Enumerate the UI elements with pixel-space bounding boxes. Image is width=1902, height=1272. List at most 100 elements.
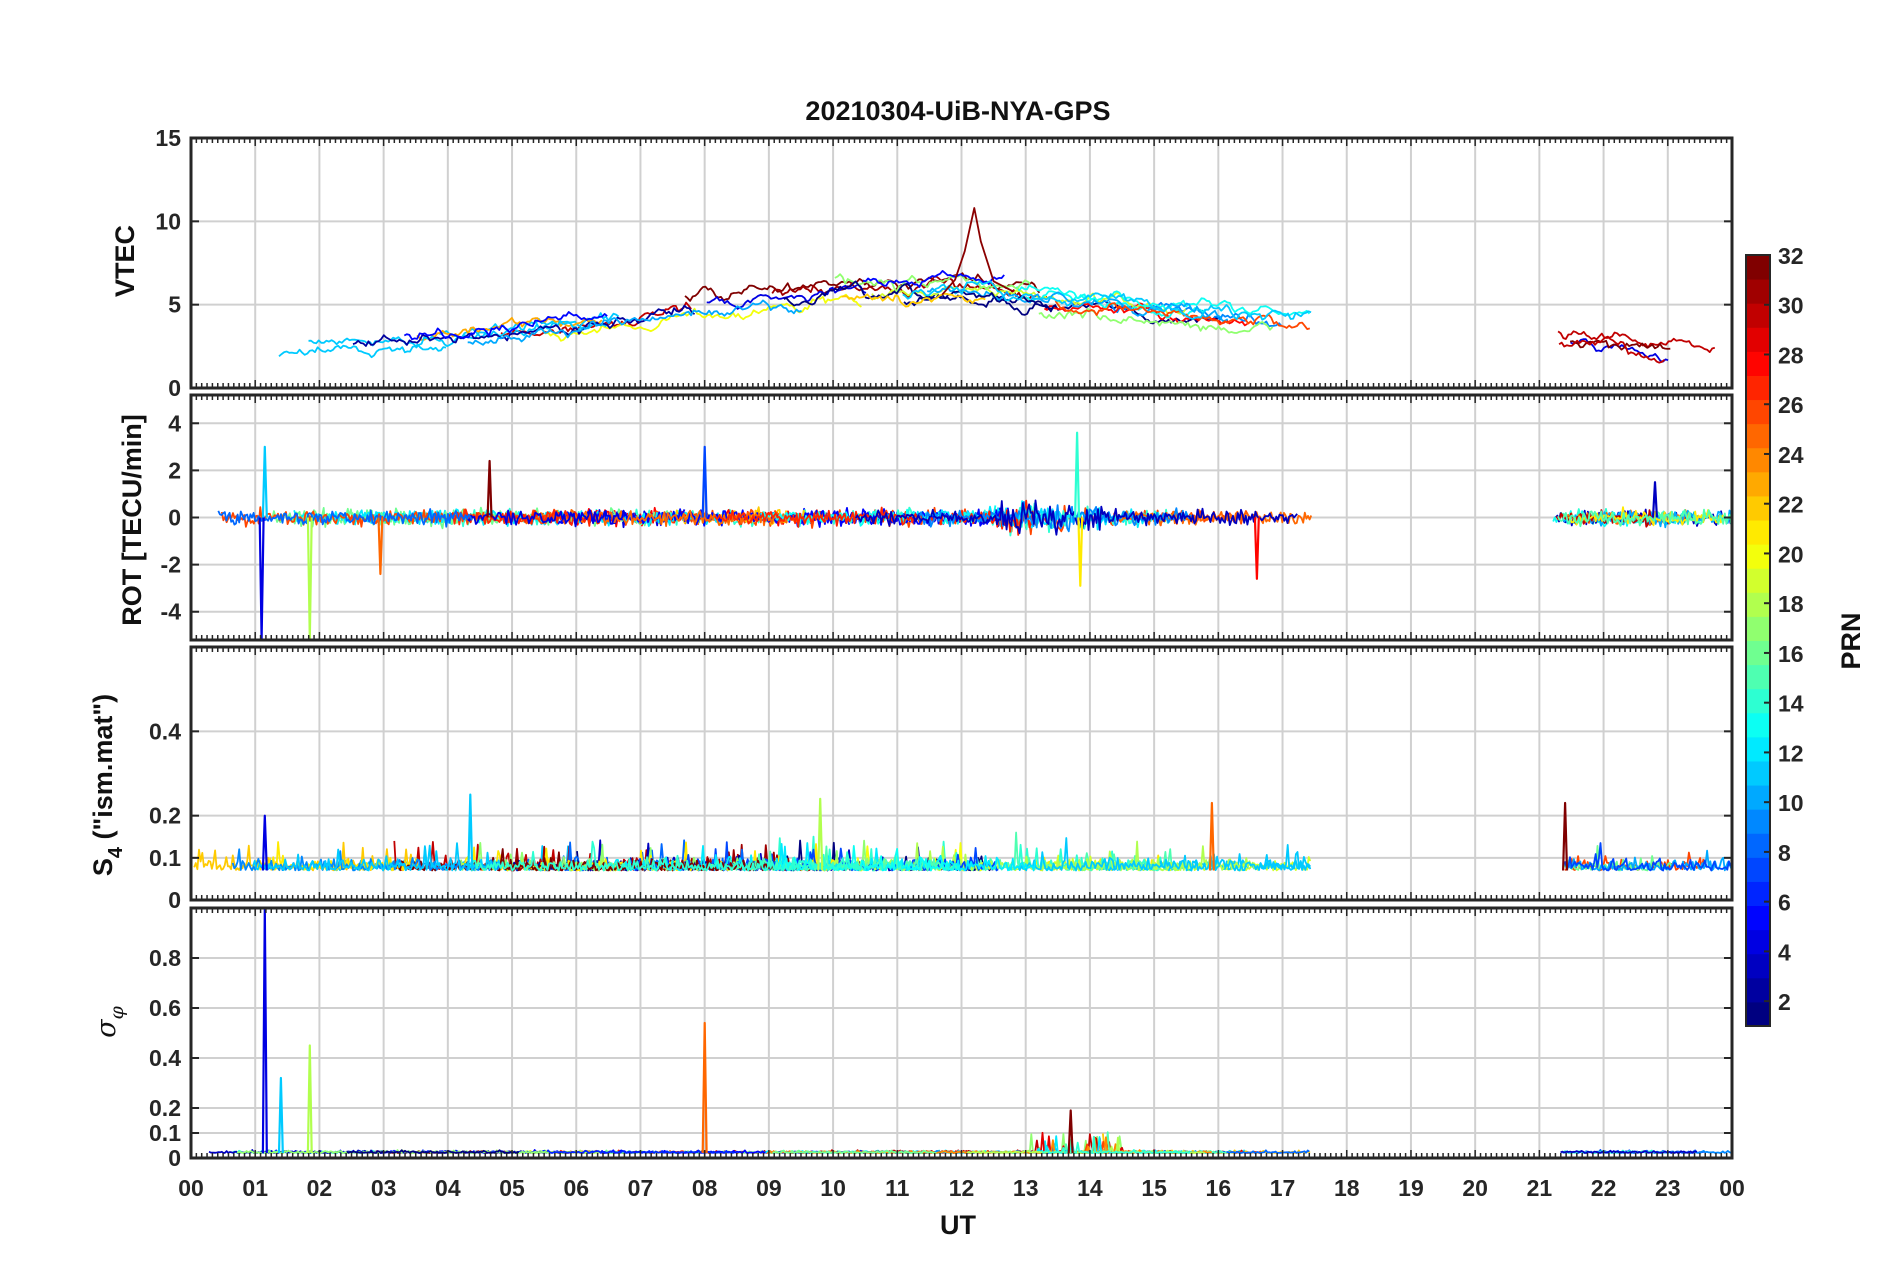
- series-line-prn-17: [834, 273, 1031, 293]
- series-line-prn-1: [783, 280, 1057, 313]
- colorbar-tick-label: 24: [1778, 442, 1804, 468]
- series-spike: [1651, 481, 1658, 518]
- chart-title: 20210304-UiB-NYA-GPS: [805, 96, 1110, 126]
- colorbar-tick-label: 20: [1778, 541, 1804, 567]
- colorbar-tick-label: 22: [1778, 492, 1804, 518]
- series-line-prn-11: [278, 343, 447, 359]
- colorbar-tick-label: 8: [1778, 840, 1791, 866]
- colorbar-tick-label: 28: [1778, 342, 1804, 368]
- colorbar-swatch: [1746, 785, 1770, 810]
- y-tick-label: 0: [168, 505, 181, 531]
- colorbar-tick-label: 6: [1778, 890, 1791, 916]
- colorbar-swatch: [1746, 688, 1770, 714]
- colorbar-swatch: [1746, 495, 1770, 521]
- y-tick-label: 0.4: [149, 1045, 181, 1071]
- series-spike: [261, 445, 268, 518]
- colorbar-swatch: [1746, 423, 1770, 449]
- series-spike: [261, 908, 268, 1154]
- y-tick-label: 0.2: [149, 1095, 181, 1121]
- series-line-prn-20: [542, 293, 862, 342]
- colorbar-swatch: [1746, 905, 1770, 931]
- series-line-prn-2: [352, 304, 696, 347]
- series-line-prn-14: [470, 840, 862, 872]
- series-spike: [306, 517, 313, 640]
- x-axis-label: UT: [940, 1210, 976, 1240]
- colorbar-swatch: [1746, 664, 1770, 690]
- y-axis-label-vtec: VTEC: [110, 225, 140, 297]
- colorbar-swatch: [1746, 977, 1770, 1003]
- colorbar-tick-label: 4: [1778, 939, 1791, 965]
- series-line-prn-1: [346, 1149, 519, 1154]
- colorbar-swatch: [1746, 375, 1770, 401]
- x-tick-label: 11: [885, 1175, 910, 1201]
- series-spike: [1067, 1109, 1074, 1154]
- series-spike: [377, 517, 384, 576]
- x-tick-label: 08: [692, 1175, 718, 1201]
- colorbar-tick-label: 10: [1778, 790, 1804, 816]
- y-tick-label: -4: [161, 599, 182, 625]
- series-spike: [701, 1021, 708, 1154]
- x-tick-label: 18: [1334, 1175, 1360, 1201]
- series-spike: [486, 459, 493, 518]
- colorbar-swatch: [1746, 592, 1770, 617]
- y-tick-label: 0: [168, 1145, 181, 1171]
- colorbar-swatch: [1746, 447, 1770, 473]
- series-spike: [1562, 801, 1569, 871]
- colorbar-swatch: [1746, 1001, 1770, 1027]
- y-tick-label: 0.2: [149, 803, 181, 829]
- series-spike: [701, 445, 708, 518]
- x-tick-label: 04: [435, 1175, 461, 1201]
- y-tick-label: 5: [168, 292, 181, 318]
- colorbar-swatch: [1746, 303, 1770, 328]
- x-tick-label: 14: [1077, 1175, 1103, 1201]
- y-tick-label: 0.6: [149, 995, 181, 1021]
- series-spike: [1074, 431, 1081, 518]
- series-spike: [1253, 517, 1260, 580]
- series-line-prn-30: [1557, 330, 1716, 354]
- x-tick-label: 03: [371, 1175, 397, 1201]
- series-spike: [258, 517, 265, 640]
- colorbar-tick-label: 32: [1778, 243, 1804, 269]
- colorbar-swatch: [1746, 953, 1770, 979]
- y-tick-label: 0.4: [149, 718, 181, 744]
- series-line-prn-3: [1560, 1149, 1697, 1154]
- y-axis-label-sigma-phi: σφ: [91, 1005, 128, 1037]
- series-line-prn-11: [252, 842, 503, 872]
- y-axis-label-rot: ROT [TECU/min]: [117, 414, 147, 625]
- colorbar-swatch: [1746, 833, 1770, 858]
- series-spike: [277, 1076, 284, 1154]
- colorbar-swatch: [1746, 471, 1770, 497]
- colorbar-tick-label: 12: [1778, 740, 1804, 766]
- y-tick-label: 15: [155, 125, 181, 151]
- x-tick-label: 13: [1013, 1175, 1039, 1201]
- x-tick-label: 09: [756, 1175, 782, 1201]
- x-tick-label: 15: [1141, 1175, 1167, 1201]
- colorbar-swatch: [1746, 616, 1770, 641]
- colorbar-swatch: [1746, 857, 1770, 882]
- series-line-prn-13: [1015, 284, 1311, 317]
- series-line-prn-14: [1042, 1135, 1191, 1154]
- colorbar-swatch: [1746, 712, 1770, 738]
- y-tick-label: 0.1: [149, 1120, 181, 1146]
- series-peak-line: [941, 207, 1014, 296]
- series-line-prn-11: [902, 280, 1312, 321]
- series-spike: [1077, 517, 1084, 587]
- y-tick-label: 4: [168, 410, 181, 436]
- y-tick-label: 0: [168, 375, 181, 401]
- series-spike: [467, 793, 474, 871]
- series-spike: [1208, 801, 1215, 871]
- x-tick-label: 21: [1527, 1175, 1553, 1201]
- series-line-prn-30: [1558, 335, 1665, 364]
- x-tick-label: 01: [242, 1175, 268, 1201]
- colorbar-swatch: [1746, 760, 1770, 786]
- series-line-prn-3: [854, 499, 1298, 536]
- series-line-prn-28: [1043, 302, 1248, 327]
- y-tick-label: 0.1: [149, 845, 181, 871]
- colorbar-swatch: [1746, 929, 1770, 955]
- series-line-prn-5: [862, 269, 1005, 288]
- series-line-prn-15: [1557, 508, 1732, 528]
- colorbar-tick-label: 18: [1778, 591, 1804, 617]
- x-tick-label: 02: [307, 1175, 333, 1201]
- y-tick-label: 2: [168, 457, 181, 483]
